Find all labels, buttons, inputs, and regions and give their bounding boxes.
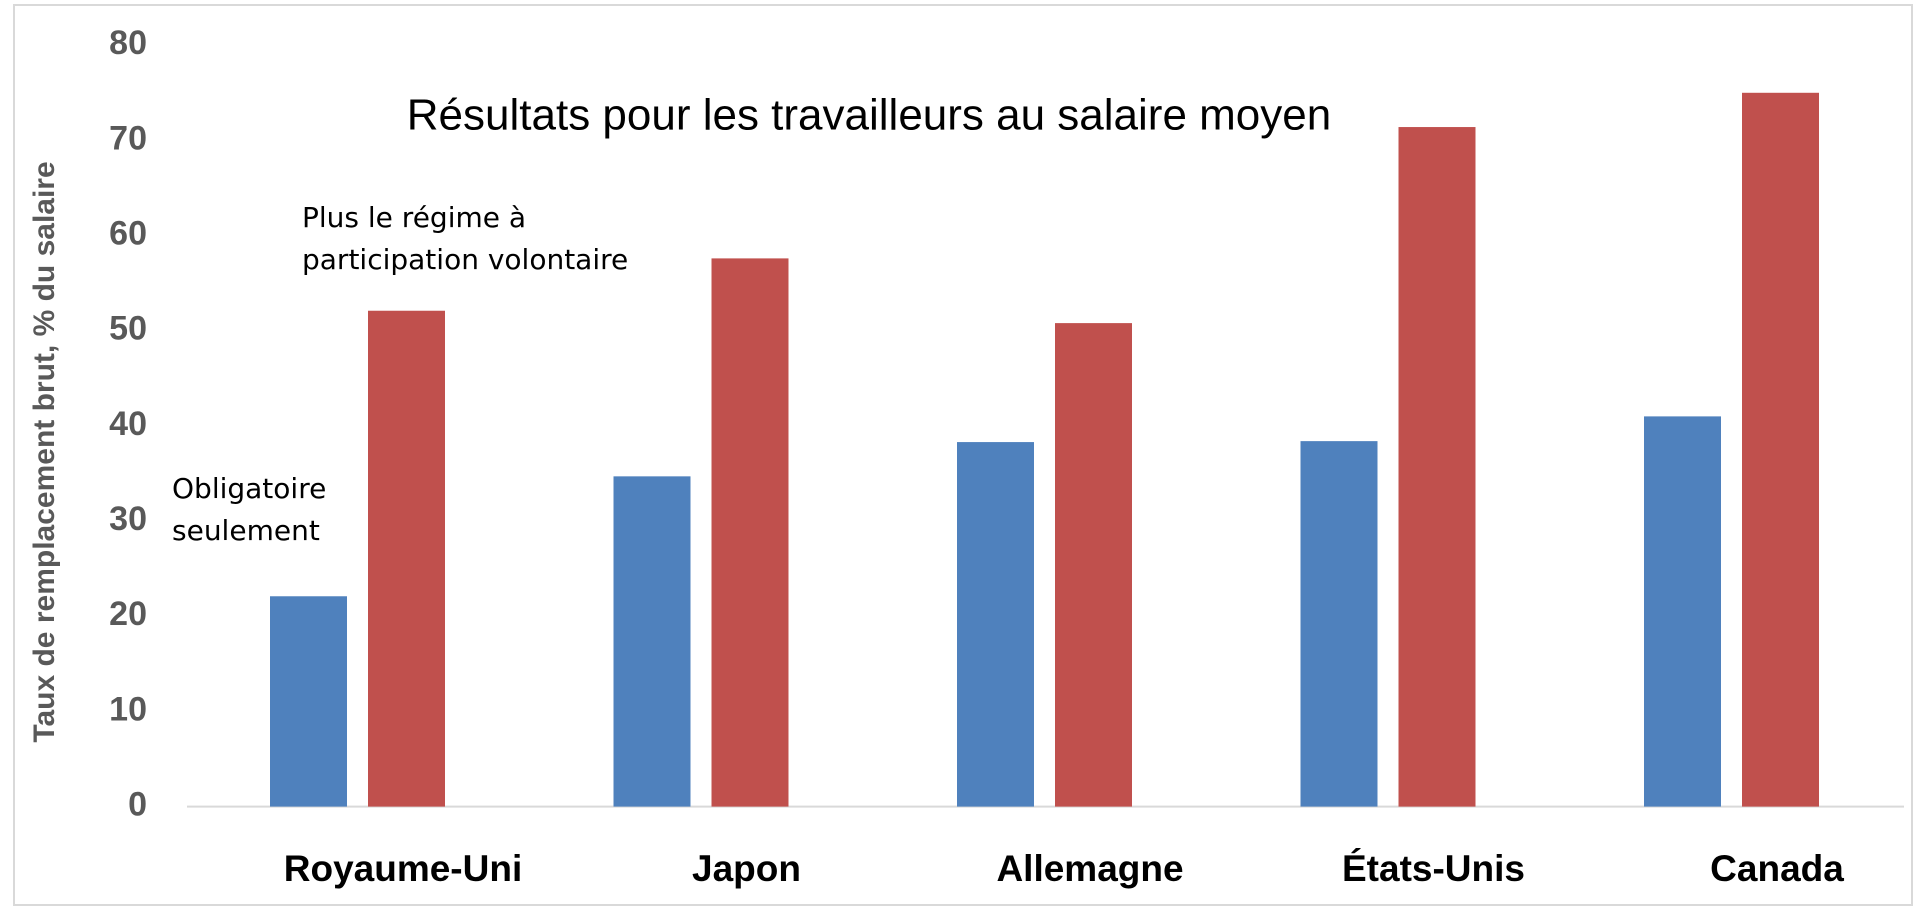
legend-entry: Obligatoire seulement (172, 472, 327, 547)
bar (368, 310, 445, 807)
bar (1055, 323, 1132, 807)
bar (1300, 441, 1378, 807)
x-tick-label: États-Unis (1342, 848, 1525, 889)
y-tick-label: 80 (109, 24, 147, 62)
x-tick-label: Allemagne (996, 848, 1183, 889)
y-tick-label: 30 (109, 500, 147, 538)
bar (270, 596, 347, 807)
bar (613, 476, 691, 807)
bar (957, 442, 1034, 807)
x-tick-label: Royaume-Uni (284, 848, 522, 889)
y-tick-label: 20 (109, 595, 147, 633)
y-tick-label: 40 (109, 405, 147, 443)
bar (711, 258, 789, 807)
y-tick-label: 70 (109, 119, 147, 157)
legend-entry: Plus le régime à participation volontair… (302, 201, 629, 276)
y-tick-label: 10 (109, 690, 147, 728)
y-tick-label: 50 (109, 310, 147, 348)
legend-label: Obligatoire seulement (172, 472, 327, 547)
bar (1644, 416, 1721, 807)
bar (1398, 127, 1476, 807)
y-axis-label: Taux de remplacement brut, % du salaire (28, 161, 61, 742)
x-tick-label: Canada (1710, 848, 1844, 889)
legend-label: Plus le régime à participation volontair… (302, 201, 629, 276)
x-tick-label: Japon (692, 848, 801, 889)
bar (1742, 92, 1819, 807)
y-tick-label: 0 (128, 786, 147, 824)
chart-title: Résultats pour les travailleurs au salai… (407, 91, 1331, 140)
y-tick-label: 60 (109, 215, 147, 253)
